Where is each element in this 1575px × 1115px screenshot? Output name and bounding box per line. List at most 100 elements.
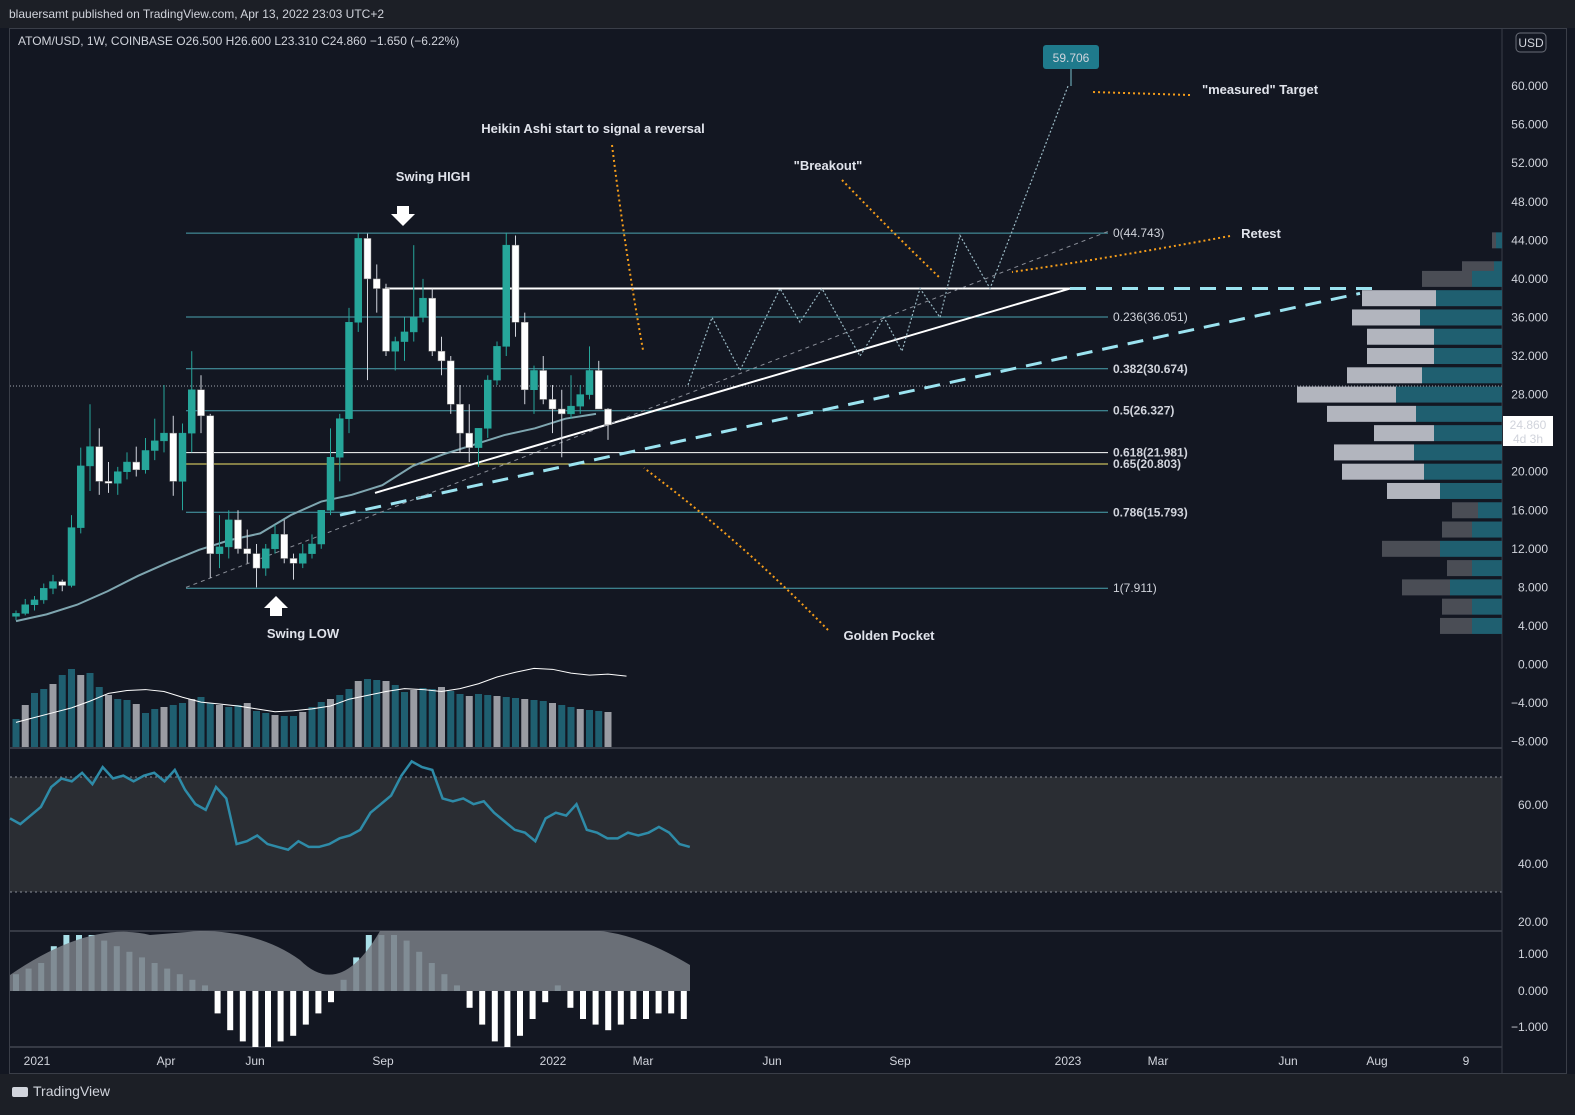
volume-bar — [493, 696, 501, 747]
volume-bar — [558, 705, 566, 747]
volume-profile-down — [1374, 425, 1434, 442]
volume-bar — [539, 701, 547, 747]
oscillator-bar — [466, 991, 473, 1008]
oscillator-bar — [277, 991, 284, 1042]
time-axis-label: 2022 — [540, 1054, 567, 1068]
candle-body — [428, 297, 436, 352]
oscillator-bar — [529, 991, 536, 1019]
volume-profile-down — [1442, 521, 1472, 538]
volume-bar — [77, 675, 85, 747]
swing-high-label: Swing HIGH — [396, 169, 470, 184]
volume-bar — [484, 695, 492, 747]
volume-profile-down — [1447, 560, 1472, 577]
volume-profile-up — [1424, 463, 1502, 480]
publish-bar: blauersamt published on TradingView.com,… — [0, 0, 1575, 28]
breakout-label: "Breakout" — [794, 158, 863, 173]
price-axis-label: 28.000 — [1511, 388, 1548, 402]
volume-bar — [549, 703, 556, 747]
volume-profile-down — [1347, 367, 1422, 384]
time-axis-label: 2023 — [1055, 1054, 1082, 1068]
volume-bar — [401, 692, 408, 747]
oscillator-bar — [680, 991, 687, 1019]
price-axis-label: 60.000 — [1511, 79, 1548, 93]
oscillator-bar — [252, 991, 259, 1047]
up-arrow-icon — [264, 596, 288, 616]
volume-bar — [105, 695, 112, 747]
candles — [12, 232, 612, 621]
ohlc-low: L23.310 — [274, 34, 318, 48]
ohlc-open: O26.500 — [176, 34, 223, 48]
candle-body — [299, 553, 307, 564]
heikin-arrow — [611, 144, 644, 351]
volume-bar — [373, 680, 381, 747]
volume-profile-down — [1402, 579, 1450, 596]
volume-bar — [475, 694, 482, 747]
price-axis-label: −8.000 — [1511, 735, 1548, 749]
fib-label: 0.236(36.051) — [1113, 310, 1188, 324]
candle-body — [123, 461, 131, 472]
price-axis-label: 16.000 — [1511, 503, 1548, 517]
volume-bar — [290, 716, 297, 747]
volume-bar — [160, 707, 168, 747]
fib-label: 1(7.911) — [1113, 581, 1157, 595]
oscillator-bar — [227, 991, 234, 1031]
published-info: blauersamt published on TradingView.com,… — [9, 7, 385, 21]
dashed-support-trendline — [339, 291, 1361, 517]
volume-bar — [364, 679, 371, 747]
volume-profile-up — [1434, 348, 1502, 365]
price-axis-label: 32.000 — [1511, 349, 1548, 363]
candle-body — [502, 244, 510, 347]
price-axis-label: 36.000 — [1511, 310, 1548, 324]
volume-profile-down — [1362, 290, 1436, 307]
oscillator-bar — [630, 991, 637, 1019]
last-price-box — [1503, 416, 1553, 446]
volume-profile-down — [1334, 444, 1414, 461]
volume-profile-down — [1387, 482, 1440, 499]
price-axis-label: 52.000 — [1511, 156, 1548, 170]
breakout-arrow — [841, 179, 941, 279]
oscillator-bar — [479, 991, 486, 1025]
volume-bar — [456, 694, 464, 747]
volume-profile-down — [1342, 463, 1424, 480]
price-axis-label: 4.000 — [1518, 619, 1548, 633]
volume-bar — [521, 699, 529, 747]
volume-profile-up — [1472, 560, 1502, 577]
volume-bar — [243, 703, 251, 747]
fib-label: 0.382(30.674) — [1113, 362, 1188, 376]
tradingview-logo[interactable]: TradingView — [12, 1083, 110, 1099]
candle-body — [252, 553, 261, 569]
fib-label: 0.786(15.793) — [1113, 505, 1188, 519]
oscillator-bar — [580, 991, 586, 1019]
candle-body — [40, 588, 48, 601]
volume-profile-up — [1440, 540, 1502, 557]
oscillator-bar — [617, 991, 624, 1025]
volume-profile-down — [1382, 540, 1440, 557]
time-axis-label: 9 — [1463, 1054, 1470, 1068]
candle-body — [484, 379, 492, 429]
candle-body — [437, 350, 446, 362]
volume-bar — [188, 699, 196, 747]
tradingview-brand: TradingView — [33, 1083, 111, 1099]
volume-bar — [308, 707, 316, 747]
fib-label: 0.65(20.803) — [1113, 457, 1181, 471]
oscillator-bar — [605, 991, 612, 1031]
candle-body — [215, 546, 224, 554]
rsi-axis-label: 40.00 — [1518, 857, 1548, 871]
volume-bar — [179, 703, 186, 747]
rsi-axis-label: 20.00 — [1518, 915, 1548, 929]
volume-bar — [317, 702, 325, 747]
time-axis-label: Sep — [372, 1054, 394, 1068]
volume-bar — [123, 700, 131, 747]
oscillator-bar — [592, 991, 599, 1025]
candle-body — [243, 548, 251, 554]
volume-bar — [225, 707, 233, 747]
candle-body — [95, 446, 103, 482]
volume-profile-up — [1496, 232, 1502, 249]
volume-profile-down — [1297, 386, 1396, 403]
ohlc-close: C24.860 — [321, 34, 367, 48]
time-axis-label: Sep — [889, 1054, 911, 1068]
volume-bar — [327, 699, 334, 747]
candle-body — [336, 418, 344, 458]
volume-bar — [216, 705, 223, 747]
